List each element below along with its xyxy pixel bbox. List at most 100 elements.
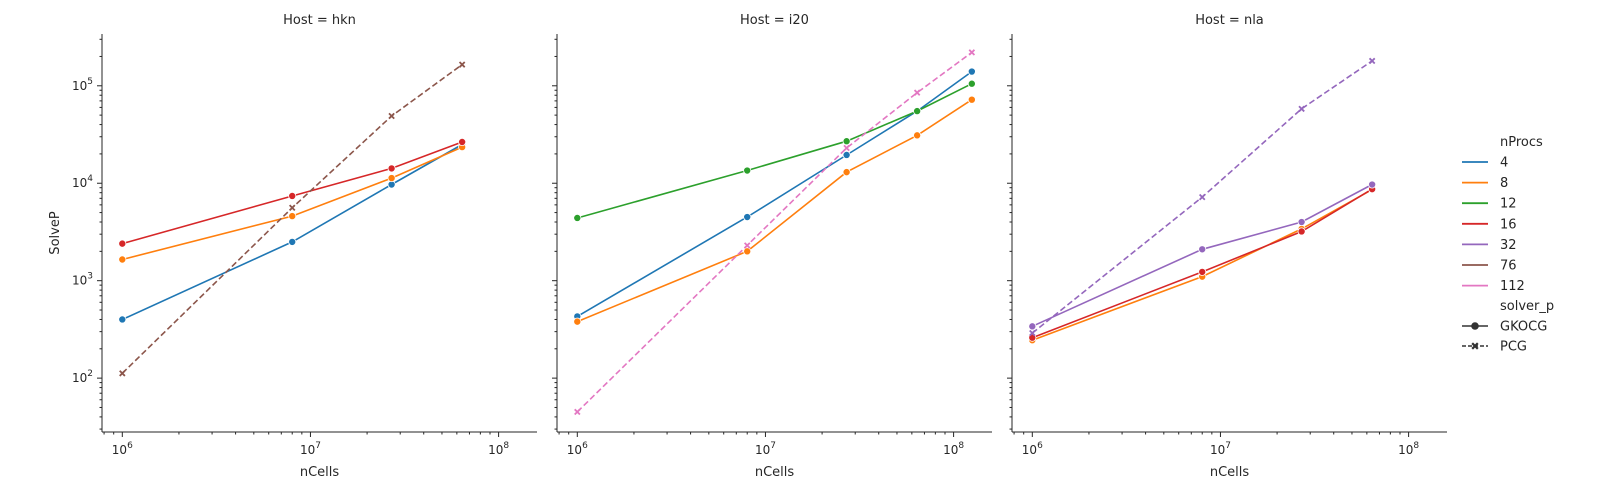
data-point xyxy=(1368,57,1376,65)
legend-item: PCG xyxy=(1462,340,1527,355)
x-tick-label: 106 xyxy=(1022,441,1043,457)
series-8-GKOCG xyxy=(573,95,976,326)
data-point xyxy=(842,150,851,159)
data-point xyxy=(458,61,466,68)
series-16-GKOCG xyxy=(1028,185,1377,342)
series-line xyxy=(121,63,463,374)
data-point xyxy=(1029,329,1036,337)
series-line xyxy=(122,146,463,261)
legend-hue-title: nProcs xyxy=(1500,135,1543,150)
panel-3: Host = nla 106 107 108 nCells xyxy=(1007,13,1447,480)
data-point xyxy=(842,137,851,146)
data-point xyxy=(288,237,297,246)
data-point xyxy=(288,191,297,200)
data-point xyxy=(743,242,751,249)
series-line xyxy=(122,141,463,245)
legend-label: GKOCG xyxy=(1500,320,1547,335)
data-point xyxy=(1368,180,1377,189)
legend-item: 32 xyxy=(1462,238,1517,253)
series-line xyxy=(1031,60,1373,334)
legend-item: GKOCG xyxy=(1462,320,1547,335)
data-point xyxy=(843,144,850,152)
legend-item: 112 xyxy=(1462,279,1525,294)
series-32-GKOCG xyxy=(1028,180,1377,331)
data-point xyxy=(968,49,976,56)
data-point xyxy=(1297,227,1306,236)
legend-style-title: solver_p xyxy=(1500,299,1554,314)
legend: nProcs 4 8 12 16 32 76 112 solver_p GKOCG PCG xyxy=(1462,135,1554,355)
legend-label: 8 xyxy=(1500,176,1508,191)
legend-label: 32 xyxy=(1500,238,1517,253)
x-tick-label: 108 xyxy=(488,441,509,457)
data-point xyxy=(573,213,582,222)
x-tick-label: 107 xyxy=(300,441,321,457)
panel-2: Host = i20 106 107 108 nCells xyxy=(552,13,992,480)
legend-item: 4 xyxy=(1462,156,1508,171)
data-point xyxy=(1198,193,1206,201)
data-point xyxy=(387,174,396,183)
legend-marker xyxy=(1471,342,1479,350)
panel-title: Host = hkn xyxy=(283,13,356,28)
data-point xyxy=(1198,267,1207,276)
x-tick-label: 106 xyxy=(112,441,133,457)
data-point xyxy=(967,67,976,76)
series-line xyxy=(1032,188,1373,341)
series-16-GKOCG xyxy=(118,137,467,248)
x-tick-label: 106 xyxy=(567,441,588,457)
series-line xyxy=(577,82,973,219)
panel-1: Host = hkn 106 107 108 102 103 104 105 nCells Sol… xyxy=(48,13,537,480)
data-point xyxy=(288,212,297,221)
data-point xyxy=(458,137,467,146)
data-point xyxy=(743,166,752,175)
data-point xyxy=(913,131,922,140)
x-tick-label: 107 xyxy=(1210,441,1231,457)
legend-item: 76 xyxy=(1462,259,1517,274)
data-point xyxy=(842,168,851,177)
series-line xyxy=(121,143,463,321)
data-point xyxy=(913,107,922,116)
series-line xyxy=(576,99,973,323)
x-axis-label: nCells xyxy=(1210,465,1250,480)
x-axis-label: nCells xyxy=(300,465,340,480)
panel-title: Host = nla xyxy=(1195,13,1264,28)
legend-label: 12 xyxy=(1500,197,1517,212)
y-tick-label: 104 xyxy=(72,174,93,190)
data-point xyxy=(743,247,752,256)
y-axis-label: SolveP xyxy=(48,211,63,255)
series-line xyxy=(576,51,973,413)
legend-label: 76 xyxy=(1500,259,1517,274)
data-point xyxy=(118,239,127,248)
data-point xyxy=(1198,245,1207,254)
legend-label: PCG xyxy=(1500,340,1527,355)
series-line xyxy=(1031,183,1373,328)
data-point xyxy=(118,255,127,264)
legend-label: 4 xyxy=(1500,156,1508,171)
series-76-PCG xyxy=(119,61,466,377)
legend-item: 12 xyxy=(1462,197,1517,212)
y-tick-label: 105 xyxy=(72,77,93,93)
series-line xyxy=(576,70,973,318)
data-point xyxy=(967,95,976,104)
data-point xyxy=(967,79,976,88)
series-line xyxy=(1032,188,1373,339)
series-112-PCG xyxy=(574,49,976,416)
data-point xyxy=(1298,105,1305,113)
data-point xyxy=(574,408,581,416)
legend-item: 8 xyxy=(1462,176,1508,191)
y-tick-label: 102 xyxy=(72,369,93,385)
data-point xyxy=(573,317,582,326)
legend-label: 112 xyxy=(1500,279,1525,294)
y-tick-label: 103 xyxy=(72,272,93,288)
data-point xyxy=(387,164,396,173)
series-32-PCG xyxy=(1029,57,1376,337)
legend-label: 16 xyxy=(1500,217,1517,232)
data-point xyxy=(1297,218,1306,227)
panel-title: Host = i20 xyxy=(740,13,809,28)
series-4-GKOCG xyxy=(573,67,976,321)
series-12-GKOCG xyxy=(573,79,976,222)
data-point xyxy=(1028,322,1037,331)
x-axis-label: nCells xyxy=(755,465,795,480)
data-point xyxy=(743,213,752,222)
data-point xyxy=(913,89,921,96)
